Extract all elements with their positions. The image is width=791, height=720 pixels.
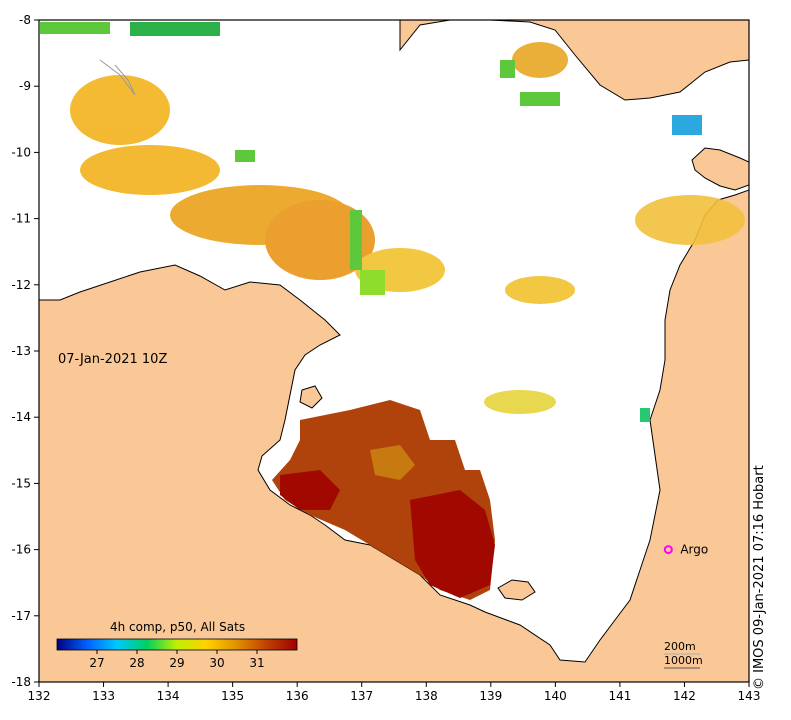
x-axis: 132 133 134 135 136 137 138 139 140 141 142 143 — [28, 682, 761, 703]
date-label: 07-Jan-2021 10Z — [58, 352, 167, 367]
y-axis: -8 -9 -10 -11 -12 -13 -14 -15 -16 -17 -18 — [11, 13, 39, 689]
contour-200-label: 200m — [664, 640, 696, 653]
y-tick-label: -12 — [11, 278, 31, 292]
x-tick-label: 133 — [92, 689, 115, 703]
colorbar-title: 4h comp, p50, All Sats — [110, 620, 245, 634]
sst-blue-patch — [640, 115, 702, 422]
y-tick-label: -13 — [11, 344, 31, 358]
land-cape-york-north — [691, 147, 749, 191]
sst-green-patches — [40, 22, 560, 295]
bathymetry-contours — [99, 59, 136, 96]
argo-float-marker: Argo — [663, 543, 708, 557]
land-island-gulf-south — [497, 579, 536, 601]
sst-gulf-hot — [410, 490, 495, 598]
y-tick-label: -17 — [11, 609, 31, 623]
land-island-gulf-west — [299, 385, 323, 409]
x-tick-label: 143 — [738, 689, 761, 703]
x-tick-label: 139 — [479, 689, 502, 703]
contour-legend: 200m 1000m — [664, 640, 703, 669]
colorbar-ticks: 27 28 29 30 31 — [89, 650, 265, 670]
x-tick-label: 132 — [28, 689, 51, 703]
land-areas — [39, 20, 749, 682]
sst-gulf-warm — [272, 400, 495, 600]
colorbar-tick-label: 30 — [209, 656, 224, 670]
colorbar-tick-label: 27 — [89, 656, 104, 670]
x-tick-label: 136 — [286, 689, 309, 703]
y-tick-label: -14 — [11, 410, 31, 424]
y-tick-label: -10 — [11, 145, 31, 159]
sst-band-north — [70, 42, 745, 414]
contour-1000-label: 1000m — [664, 654, 703, 667]
land-papua-new-guinea — [399, 20, 749, 101]
credit-text: © IMOS 09-Jan-2021 07:16 Hobart — [752, 465, 767, 690]
x-tick-label: 135 — [221, 689, 244, 703]
x-tick-label: 140 — [544, 689, 567, 703]
colorbar-tick-label: 28 — [129, 656, 144, 670]
y-tick-label: -18 — [11, 675, 31, 689]
argo-label: Argo — [680, 543, 708, 557]
colorbar-gradient — [56, 638, 298, 651]
x-tick-label: 141 — [608, 689, 631, 703]
y-tick-label: -11 — [11, 212, 31, 226]
y-tick-label: -9 — [19, 79, 31, 93]
colorbar-tick-label: 29 — [169, 656, 184, 670]
colorbar-tick-label: 31 — [249, 656, 264, 670]
y-tick-label: -16 — [11, 543, 31, 557]
y-tick-label: -15 — [11, 476, 31, 490]
x-tick-label: 142 — [673, 689, 696, 703]
x-tick-label: 134 — [157, 689, 180, 703]
sst-swaths — [40, 22, 745, 600]
x-tick-label: 138 — [415, 689, 438, 703]
argo-icon — [663, 545, 673, 555]
sst-colorbar: 4h comp, p50, All Sats 27 28 29 30 31 — [56, 620, 298, 670]
y-tick-label: -8 — [19, 13, 31, 27]
x-tick-label: 137 — [350, 689, 373, 703]
